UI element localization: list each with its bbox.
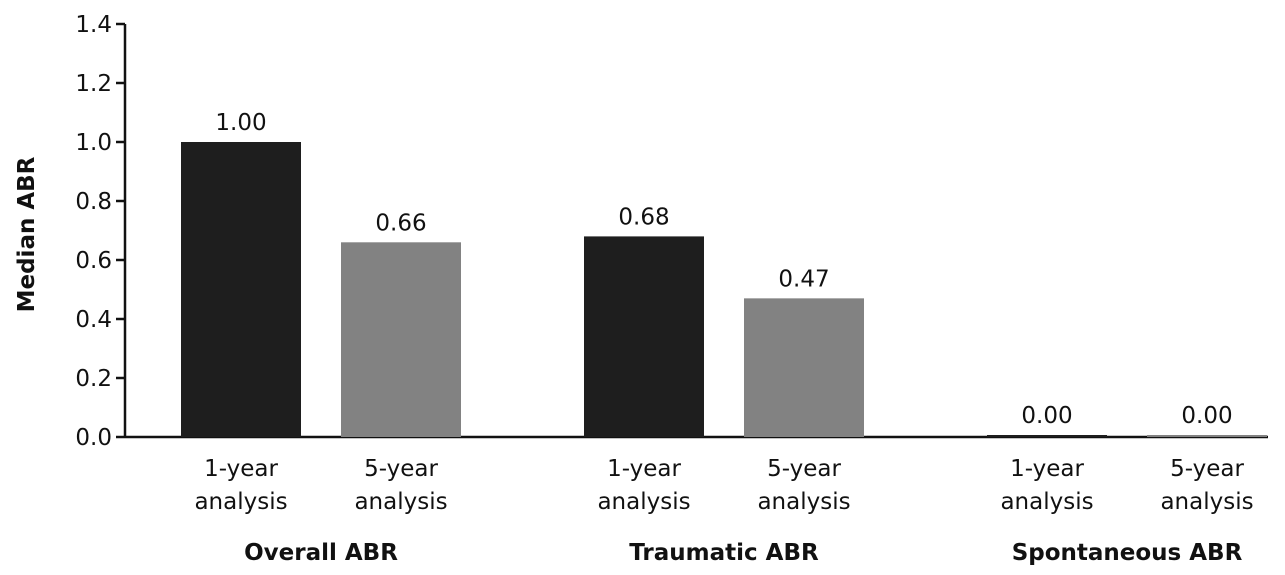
y-tick-label: 0.2 xyxy=(75,366,112,392)
bar-value-label: 1.00 xyxy=(215,110,266,136)
bar xyxy=(181,142,301,437)
y-axis-title: Median ABR xyxy=(14,156,40,312)
category-label: analysis xyxy=(1160,489,1253,515)
category-label: analysis xyxy=(194,489,287,515)
category-label: analysis xyxy=(757,489,850,515)
category-label: 5-year xyxy=(364,456,438,482)
bar-value-label: 0.00 xyxy=(1181,403,1232,429)
category-label: analysis xyxy=(597,489,690,515)
bar-value-label: 0.66 xyxy=(375,210,426,236)
y-axis: 0.0 0.2 0.4 0.6 0.8 1.0 1.2 1.4 xyxy=(75,12,1268,451)
y-tick-label: 0.4 xyxy=(75,307,112,333)
category-label: analysis xyxy=(1000,489,1093,515)
group-label: Spontaneous ABR xyxy=(1012,540,1243,566)
y-tick-label: 1.2 xyxy=(75,71,112,97)
y-tick-label: 1.4 xyxy=(75,12,112,38)
group-label: Overall ABR xyxy=(244,540,398,566)
category-label: 1-year xyxy=(1010,456,1084,482)
bar xyxy=(987,435,1107,437)
bar-value-label: 0.68 xyxy=(618,204,669,230)
y-tick-label: 0.6 xyxy=(75,248,112,274)
group-label: Traumatic ABR xyxy=(629,540,819,566)
bar-value-label: 0.47 xyxy=(778,266,829,292)
category-label: analysis xyxy=(354,489,447,515)
labels: 1.00 1-year analysis 0.66 5-year analysis Over… xyxy=(194,110,1253,566)
bar xyxy=(1147,435,1267,437)
bar xyxy=(584,236,704,437)
y-tick-label: 0.0 xyxy=(75,425,112,451)
y-tick-label: 0.8 xyxy=(75,189,112,215)
bar-value-label: 0.00 xyxy=(1021,403,1072,429)
bar xyxy=(341,242,461,437)
category-label: 1-year xyxy=(607,456,681,482)
y-tick-label: 1.0 xyxy=(75,130,112,156)
category-label: 5-year xyxy=(767,456,841,482)
category-label: 5-year xyxy=(1170,456,1244,482)
bars xyxy=(181,142,1267,437)
bar xyxy=(744,298,864,437)
category-label: 1-year xyxy=(204,456,278,482)
